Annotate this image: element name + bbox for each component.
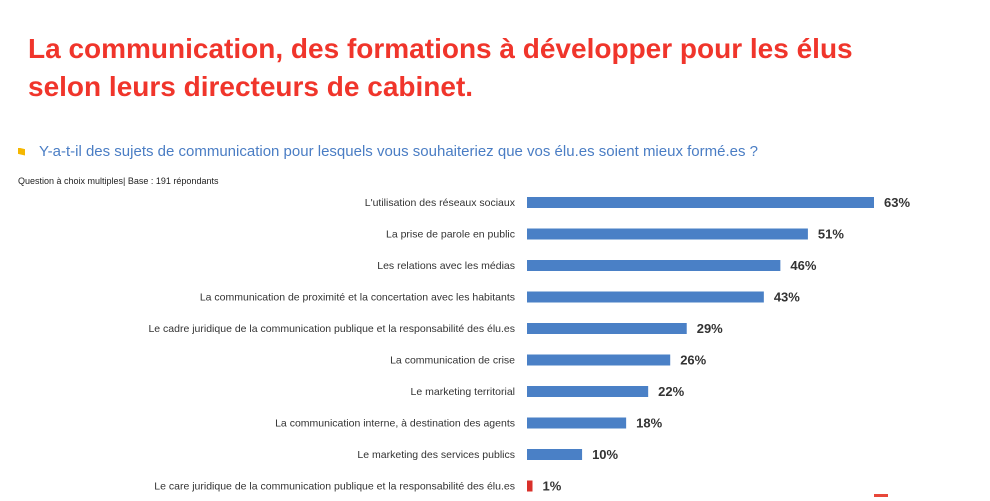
value-label: 10% <box>592 447 618 462</box>
category-label: Les relations avec les médias <box>377 260 515 272</box>
category-label: Le care juridique de la communication pu… <box>154 481 515 493</box>
value-label: 51% <box>818 227 844 242</box>
bar <box>527 260 781 271</box>
category-label: Le marketing des services publics <box>357 449 515 461</box>
category-label: La communication de proximité et la conc… <box>200 292 515 304</box>
value-label: 22% <box>658 384 684 399</box>
question-row: Y-a-t-il des sujets de communication pou… <box>18 143 758 160</box>
category-label: La communication de crise <box>390 355 515 367</box>
value-label: 43% <box>774 290 800 305</box>
bar <box>527 354 671 366</box>
question-text: Y-a-t-il des sujets de communication pou… <box>39 143 758 160</box>
bar <box>527 291 764 303</box>
category-label: Le cadre juridique de la communication p… <box>148 323 515 335</box>
brand-mark <box>874 494 888 497</box>
category-label: La prise de parole en public <box>386 229 515 241</box>
value-label: 29% <box>697 321 723 336</box>
category-label: La communication interne, à destination … <box>275 418 515 430</box>
bar <box>527 386 649 397</box>
value-label: 1% <box>543 479 562 494</box>
bar <box>527 480 533 492</box>
page-title: La communication, des formations à dével… <box>28 30 968 106</box>
bar <box>527 449 583 460</box>
bar <box>527 417 627 429</box>
category-label: L'utilisation des réseaux sociaux <box>365 197 516 209</box>
title-line-2: selon leurs directeurs de cabinet. <box>28 71 474 102</box>
value-label: 26% <box>680 353 706 368</box>
bullet-icon <box>18 147 25 156</box>
value-label: 46% <box>790 258 816 273</box>
bar <box>527 323 687 334</box>
category-label: Le marketing territorial <box>411 386 515 398</box>
value-label: 63% <box>884 195 910 210</box>
title-line-1: La communication, des formations à dével… <box>28 33 853 64</box>
bar <box>527 228 808 240</box>
base-note: Question à choix multiples| Base : 191 r… <box>18 176 219 186</box>
value-label: 18% <box>636 416 662 431</box>
bar <box>527 197 874 208</box>
